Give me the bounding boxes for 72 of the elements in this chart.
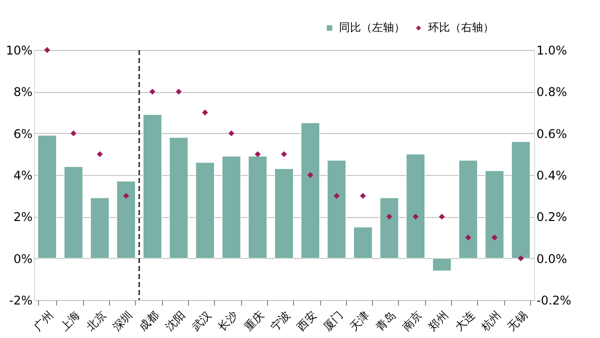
y2-tick-label: 0.4% bbox=[536, 168, 567, 182]
y2-tick-label: 1.0% bbox=[536, 44, 567, 58]
y-tick-label: 2% bbox=[13, 210, 32, 224]
point bbox=[360, 192, 366, 199]
y-tick-label: 0% bbox=[13, 252, 32, 266]
x-tick-label: 沈阳 bbox=[162, 308, 188, 334]
point bbox=[176, 88, 182, 95]
bar bbox=[222, 156, 241, 259]
x-tick-label: 北京 bbox=[84, 308, 109, 334]
bar bbox=[142, 114, 162, 259]
y-tick-label: -2% bbox=[9, 294, 32, 308]
y2-tick-label: 0.2% bbox=[536, 210, 567, 224]
point bbox=[386, 214, 392, 220]
point bbox=[334, 192, 340, 199]
x-tick-label: 上海 bbox=[58, 308, 82, 334]
bar bbox=[380, 198, 399, 259]
legend-label: 同比（左轴） bbox=[339, 20, 405, 34]
y2-tick-label: 0.8% bbox=[536, 85, 567, 100]
point bbox=[465, 234, 472, 240]
bar bbox=[38, 135, 57, 259]
x-tick-label: 深圳 bbox=[110, 308, 136, 334]
y2-tick-label: 0.6% bbox=[536, 126, 567, 141]
bar bbox=[116, 181, 136, 259]
bar bbox=[90, 198, 110, 259]
x-tick-label: 大连 bbox=[452, 308, 478, 334]
y-tick-label: 8% bbox=[13, 85, 32, 100]
x-tick-label: 西安 bbox=[294, 308, 320, 334]
point bbox=[44, 47, 50, 53]
legend-label: 环比（右轴） bbox=[428, 20, 494, 34]
x-tick-label: 武汉 bbox=[189, 308, 214, 334]
bar bbox=[196, 162, 215, 259]
x-tick-label: 青岛 bbox=[374, 308, 398, 334]
x-tick-label: 重庆 bbox=[242, 308, 267, 334]
x-tick-label: 广州 bbox=[31, 308, 56, 334]
bar bbox=[248, 156, 268, 259]
bar bbox=[406, 154, 426, 259]
x-tick-label: 宁波 bbox=[268, 308, 293, 334]
bar bbox=[458, 160, 478, 259]
point bbox=[307, 172, 314, 178]
point bbox=[518, 255, 524, 262]
x-tick-label: 南京 bbox=[400, 308, 425, 334]
bar bbox=[511, 141, 530, 259]
bar bbox=[300, 122, 320, 259]
bar bbox=[169, 137, 188, 259]
bar bbox=[274, 168, 294, 259]
point bbox=[123, 192, 130, 199]
y-tick-label: 4% bbox=[13, 168, 32, 182]
x-tick-label: 郑州 bbox=[426, 308, 451, 334]
point bbox=[254, 151, 261, 158]
y-tick-label: 10% bbox=[6, 44, 32, 58]
bar bbox=[353, 226, 372, 259]
point bbox=[70, 130, 76, 136]
y-tick-label: 6% bbox=[13, 126, 32, 141]
x-tick-label: 杭州 bbox=[478, 308, 504, 334]
bar bbox=[432, 258, 452, 272]
point bbox=[202, 110, 208, 116]
point bbox=[281, 151, 287, 158]
x-tick-label: 无锡 bbox=[505, 308, 530, 334]
point bbox=[438, 214, 445, 220]
y2-tick-label: 0.0% bbox=[536, 252, 567, 266]
x-tick-label: 长沙 bbox=[216, 308, 240, 334]
point bbox=[149, 88, 156, 95]
bar bbox=[64, 166, 83, 259]
y2-tick-label: -0.2% bbox=[536, 294, 572, 308]
x-tick-label: 天津 bbox=[347, 308, 372, 334]
x-tick-label: 成都 bbox=[136, 308, 162, 334]
point bbox=[228, 130, 234, 136]
point bbox=[96, 151, 103, 158]
point bbox=[412, 214, 419, 220]
x-tick-label: 厦门 bbox=[320, 308, 346, 334]
bar bbox=[327, 160, 346, 259]
bar bbox=[485, 170, 504, 259]
